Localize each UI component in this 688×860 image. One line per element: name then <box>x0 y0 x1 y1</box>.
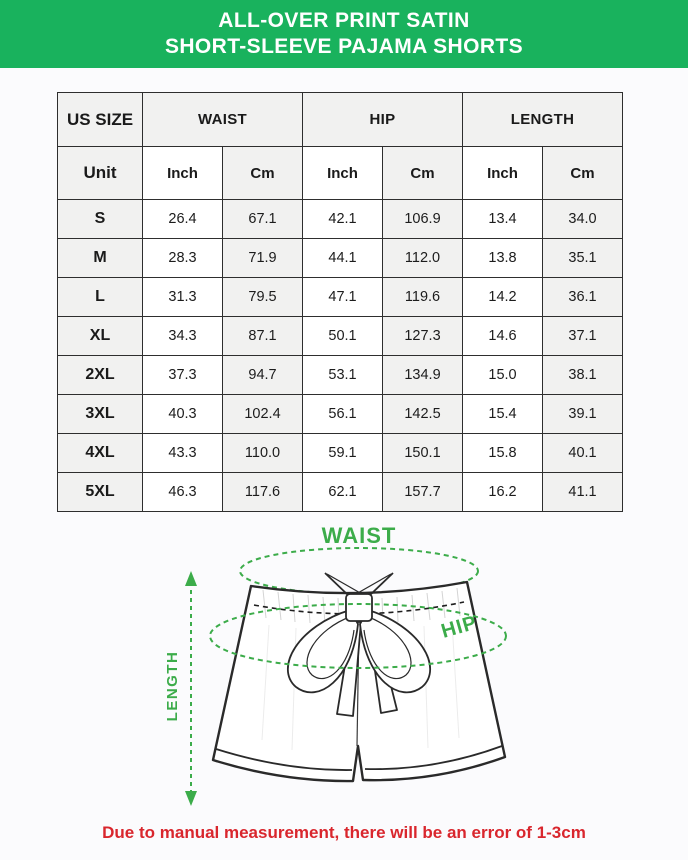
size-table: US SIZE WAIST HIP LENGTH Unit Inch Cm In… <box>57 92 623 512</box>
value-cell: 16.2 <box>462 472 543 512</box>
value-cell: 102.4 <box>222 394 303 434</box>
size-cell: 4XL <box>57 433 143 473</box>
unit-header-row: Unit Inch Cm Inch Cm Inch Cm <box>57 146 623 200</box>
header-banner: ALL-OVER PRINT SATIN SHORT-SLEEVE PAJAMA… <box>0 0 688 68</box>
value-cell: 127.3 <box>382 316 463 356</box>
value-cell: 106.9 <box>382 199 463 239</box>
value-cell: 119.6 <box>382 277 463 317</box>
page-title-line1: ALL-OVER PRINT SATIN <box>218 9 470 32</box>
value-cell: 79.5 <box>222 277 303 317</box>
measurement-error-note: Due to manual measurement, there will be… <box>102 823 586 842</box>
col-header-hip: HIP <box>302 92 463 147</box>
value-cell: 15.0 <box>462 355 543 395</box>
value-cell: 59.1 <box>302 433 383 473</box>
waist-measure-ellipse <box>239 547 479 595</box>
value-cell: 112.0 <box>382 238 463 278</box>
unit-hip-inch: Inch <box>302 146 383 200</box>
length-label: LENGTH <box>164 651 181 722</box>
size-cell: L <box>57 277 143 317</box>
value-cell: 15.4 <box>462 394 543 434</box>
value-cell: 87.1 <box>222 316 303 356</box>
value-cell: 40.3 <box>142 394 223 434</box>
table-row: 3XL 40.3 102.4 56.1 142.5 15.4 39.1 <box>57 394 623 434</box>
value-cell: 110.0 <box>222 433 303 473</box>
unit-label: Unit <box>57 146 143 200</box>
table-row: 4XL 43.3 110.0 59.1 150.1 15.8 40.1 <box>57 433 623 473</box>
value-cell: 56.1 <box>302 394 383 434</box>
table-header-row: US SIZE WAIST HIP LENGTH <box>57 92 623 147</box>
value-cell: 40.1 <box>542 433 623 473</box>
value-cell: 150.1 <box>382 433 463 473</box>
value-cell: 134.9 <box>382 355 463 395</box>
table-row: M 28.3 71.9 44.1 112.0 13.8 35.1 <box>57 238 623 278</box>
value-cell: 35.1 <box>542 238 623 278</box>
right-hem-line <box>364 745 503 771</box>
length-arrow-up-icon <box>185 571 197 586</box>
value-cell: 34.0 <box>542 199 623 239</box>
measurement-diagram: WAIST <box>164 523 507 806</box>
size-cell: S <box>57 199 143 239</box>
value-cell: 53.1 <box>302 355 383 395</box>
value-cell: 28.3 <box>142 238 223 278</box>
value-cell: 34.3 <box>142 316 223 356</box>
drawstring-bow <box>286 572 432 717</box>
table-row: S 26.4 67.1 42.1 106.9 13.4 34.0 <box>57 199 623 239</box>
value-cell: 117.6 <box>222 472 303 512</box>
col-header-waist: WAIST <box>142 92 303 147</box>
value-cell: 14.6 <box>462 316 543 356</box>
value-cell: 13.4 <box>462 199 543 239</box>
col-header-us-size: US SIZE <box>57 92 143 147</box>
table-row: 5XL 46.3 117.6 62.1 157.7 16.2 41.1 <box>57 472 623 512</box>
value-cell: 15.8 <box>462 433 543 473</box>
left-hem-line <box>215 748 353 771</box>
size-cell: 3XL <box>57 394 143 434</box>
length-arrow: LENGTH <box>164 571 197 806</box>
table-row: XL 34.3 87.1 50.1 127.3 14.6 37.1 <box>57 316 623 356</box>
shorts-illustration <box>211 572 507 783</box>
unit-waist-cm: Cm <box>222 146 303 200</box>
value-cell: 46.3 <box>142 472 223 512</box>
unit-hip-cm: Cm <box>382 146 463 200</box>
value-cell: 38.1 <box>542 355 623 395</box>
size-cell: XL <box>57 316 143 356</box>
size-cell: 5XL <box>57 472 143 512</box>
value-cell: 47.1 <box>302 277 383 317</box>
table-row: L 31.3 79.5 47.1 119.6 14.2 36.1 <box>57 277 623 317</box>
value-cell: 157.7 <box>382 472 463 512</box>
value-cell: 71.9 <box>222 238 303 278</box>
unit-length-cm: Cm <box>542 146 623 200</box>
value-cell: 39.1 <box>542 394 623 434</box>
size-cell: M <box>57 238 143 278</box>
value-cell: 13.8 <box>462 238 543 278</box>
unit-length-inch: Inch <box>462 146 543 200</box>
value-cell: 36.1 <box>542 277 623 317</box>
value-cell: 43.3 <box>142 433 223 473</box>
value-cell: 14.2 <box>462 277 543 317</box>
hip-measure-ellipse <box>209 603 507 669</box>
value-cell: 94.7 <box>222 355 303 395</box>
size-cell: 2XL <box>57 355 143 395</box>
value-cell: 62.1 <box>302 472 383 512</box>
value-cell: 67.1 <box>222 199 303 239</box>
value-cell: 37.1 <box>542 316 623 356</box>
page-title-line2: SHORT-SLEEVE PAJAMA SHORTS <box>164 35 524 58</box>
value-cell: 42.1 <box>302 199 383 239</box>
table-row: 2XL 37.3 94.7 53.1 134.9 15.0 38.1 <box>57 355 623 395</box>
value-cell: 26.4 <box>142 199 223 239</box>
waist-label: WAIST <box>322 523 397 548</box>
value-cell: 37.3 <box>142 355 223 395</box>
value-cell: 142.5 <box>382 394 463 434</box>
value-cell: 44.1 <box>302 238 383 278</box>
value-cell: 50.1 <box>302 316 383 356</box>
col-header-length: LENGTH <box>462 92 623 147</box>
value-cell: 31.3 <box>142 277 223 317</box>
value-cell: 41.1 <box>542 472 623 512</box>
unit-waist-inch: Inch <box>142 146 223 200</box>
length-arrow-down-icon <box>185 791 197 806</box>
